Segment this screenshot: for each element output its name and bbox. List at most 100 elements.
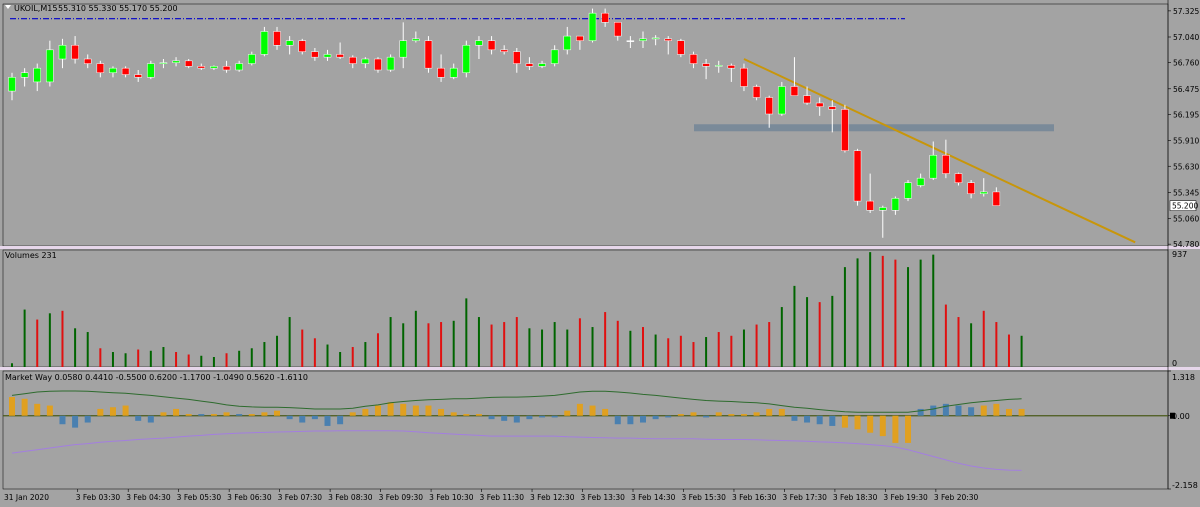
oscillator-hist-bar: [387, 402, 394, 416]
oscillator-hist-bar: [791, 415, 798, 421]
oscillator-hist-bar: [160, 412, 167, 416]
candle-body: [336, 54, 344, 58]
x-axis-label: 3 Feb 17:30: [782, 493, 827, 502]
price-tick-label: 56.475: [1173, 85, 1199, 94]
candle-body: [374, 58, 382, 71]
oscillator-hist-bar: [968, 407, 975, 416]
candle-body: [222, 66, 231, 71]
oscillator-lower-line: [11, 430, 1022, 471]
oscillator-hist-bar: [501, 415, 508, 421]
candle-body: [348, 56, 357, 64]
candle-body: [614, 22, 622, 37]
oscillator-hist-bar: [980, 405, 987, 416]
candle-body: [96, 63, 105, 73]
candle-body: [853, 150, 862, 202]
price-tick-label: 56.760: [1173, 59, 1199, 68]
candle-body: [323, 54, 332, 58]
candle-body: [601, 12, 609, 23]
oscillator-hist-bar: [185, 414, 192, 416]
oscillator-hist-bar: [513, 415, 520, 423]
candle-body: [210, 66, 218, 69]
candle-body: [46, 49, 54, 83]
volume-max-label: 937: [1172, 250, 1187, 259]
candle-body: [879, 207, 887, 211]
oscillator-hist-bar: [46, 405, 53, 416]
x-axis-label: 3 Feb 13:30: [581, 493, 626, 502]
oscillator-upper-line: [11, 390, 1022, 413]
candle-body: [311, 51, 319, 58]
candle-body: [33, 67, 41, 83]
oscillator-hist-bar: [766, 408, 773, 416]
oscillator-hist-bar: [930, 405, 937, 416]
oscillator-hist-bar: [564, 410, 571, 416]
x-axis-label: 31 Jan 2020: [4, 493, 49, 502]
header-symbol: UKOIL,M15: [14, 4, 57, 13]
candle-body: [361, 58, 370, 64]
candle-body: [399, 40, 407, 58]
header-dropdown-icon[interactable]: [5, 5, 11, 9]
oscillator-hist-bar: [223, 412, 230, 416]
oscillator-hist-bar: [917, 408, 924, 416]
x-axis-label: 3 Feb 20:30: [934, 493, 979, 502]
oscillator-hist-bar: [829, 415, 836, 426]
candle-body: [159, 62, 168, 64]
candle-body: [500, 49, 508, 52]
candle-body: [651, 37, 660, 40]
x-axis-label: 3 Feb 14:30: [631, 493, 676, 502]
candle-body: [929, 155, 938, 179]
oscillator-hist-bar: [905, 415, 912, 443]
candle-body: [462, 45, 471, 73]
price-tick-label: 57.325: [1173, 7, 1199, 16]
header: UKOIL,M15 55.310 55.330 55.170 55.200: [5, 4, 178, 13]
oscillator-hist-bar: [955, 405, 962, 416]
oscillator-hist-bar: [728, 414, 735, 416]
candle-body: [83, 58, 92, 64]
oscillator-hist-bar: [488, 415, 495, 420]
oscillator-hist-bar: [602, 408, 609, 416]
x-axis-label: 3 Feb 16:30: [732, 493, 777, 502]
oscillator-hist-bar: [652, 415, 659, 420]
oscillator-hist-bar: [72, 415, 79, 428]
oscillator-hist-bar: [198, 414, 205, 416]
trendline: [743, 58, 1136, 244]
oscillator-hist-bar: [867, 415, 874, 433]
x-axis-label: 3 Feb 12:30: [530, 493, 575, 502]
candle-body: [626, 40, 635, 42]
oscillator-hist-bar: [640, 415, 646, 423]
oscillator-hist-bar: [59, 415, 66, 425]
oscillator-hist-bar: [854, 415, 861, 430]
candle-body: [437, 67, 445, 78]
x-axis-label: 3 Feb 08:30: [328, 493, 373, 502]
candle-body: [20, 72, 29, 78]
x-axis-label: 3 Feb 07:30: [278, 493, 323, 502]
oscillator-hist-bar: [147, 415, 154, 423]
oscillator-hist-bar: [412, 405, 419, 416]
x-axis-label: 3 Feb 18:30: [833, 493, 878, 502]
price-tick-label: 55.345: [1173, 188, 1199, 197]
support-zone: [694, 124, 1054, 132]
oscillator-hist-bar: [677, 414, 684, 416]
oscillator-hist-bar: [84, 415, 91, 423]
candle-body: [235, 63, 243, 71]
oscillator-hist-bar: [816, 415, 823, 425]
candle-body: [664, 38, 672, 41]
candle-body: [147, 63, 155, 78]
oscillator-hist-bar: [576, 403, 583, 416]
oscillator-hist-bar: [753, 412, 760, 416]
x-axis-label: 3 Feb 19:30: [883, 493, 928, 502]
candle-body: [841, 109, 849, 151]
oscillator-hist-bar: [337, 415, 344, 425]
candle-body: [538, 63, 546, 67]
candle-body: [979, 191, 988, 195]
oscillator-hist-bar: [135, 415, 142, 421]
candle-body: [954, 173, 963, 183]
volume-label: Volumes 231: [5, 251, 57, 260]
x-axis-label: 3 Feb 09:30: [379, 493, 424, 502]
oscillator-hist-bar: [349, 412, 356, 416]
candle-body: [386, 56, 395, 71]
candle-body: [172, 60, 180, 63]
candle-body: [588, 12, 597, 41]
candle-body: [778, 86, 786, 115]
